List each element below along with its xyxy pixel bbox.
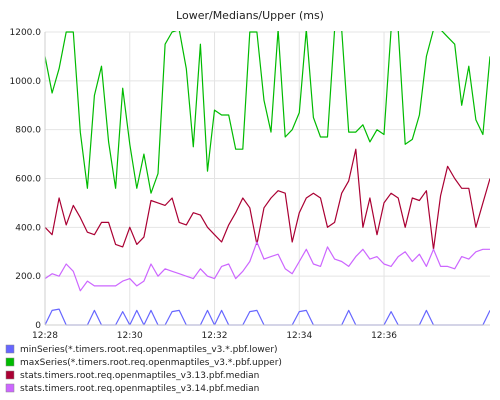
series-line-1 xyxy=(45,308,490,326)
x-tick-label: 12:28 xyxy=(32,331,58,341)
y-tick-label: 800.0 xyxy=(15,126,41,136)
series-layer xyxy=(45,31,490,326)
y-tick-label: 400.0 xyxy=(15,223,41,233)
x-tick-label: 12:30 xyxy=(117,331,143,341)
y-tick-label: 600.0 xyxy=(15,175,41,185)
legend-label: maxSeries(*.timers.root.req.openmaptiles… xyxy=(20,358,282,368)
series-line-4 xyxy=(45,241,490,292)
x-tick-label: 12:36 xyxy=(371,331,397,341)
legend: minSeries(*.timers.root.req.openmaptiles… xyxy=(5,344,282,394)
legend-label: minSeries(*.timers.root.req.openmaptiles… xyxy=(20,345,278,355)
series-line-3 xyxy=(45,148,490,250)
legend-swatch xyxy=(5,344,15,354)
legend-label: stats.timers.root.req.openmaptiles_v3.13… xyxy=(20,371,259,381)
y-tick-label: 200.0 xyxy=(15,272,41,282)
x-axis: 12:28 12:30 12:32 12:34 12:36 xyxy=(32,324,490,341)
y-axis: 0 200.0 400.0 600.0 800.0 1000.0 1200.0 xyxy=(10,28,46,331)
legend-swatch xyxy=(5,383,15,393)
x-tick-label: 12:32 xyxy=(202,331,228,341)
y-tick-label: 1000.0 xyxy=(10,77,42,87)
legend-swatch xyxy=(5,370,15,380)
series-line-2 xyxy=(45,31,490,194)
chart-title: Lower/Medians/Upper (ms) xyxy=(176,9,324,22)
y-tick-label: 0 xyxy=(35,321,41,331)
grid xyxy=(44,31,490,326)
x-tick-label: 12:34 xyxy=(286,331,312,341)
y-tick-label: 1200.0 xyxy=(10,28,42,38)
legend-label: stats.timers.root.req.openmaptiles_v3.14… xyxy=(20,384,259,394)
legend-swatch xyxy=(5,357,15,367)
